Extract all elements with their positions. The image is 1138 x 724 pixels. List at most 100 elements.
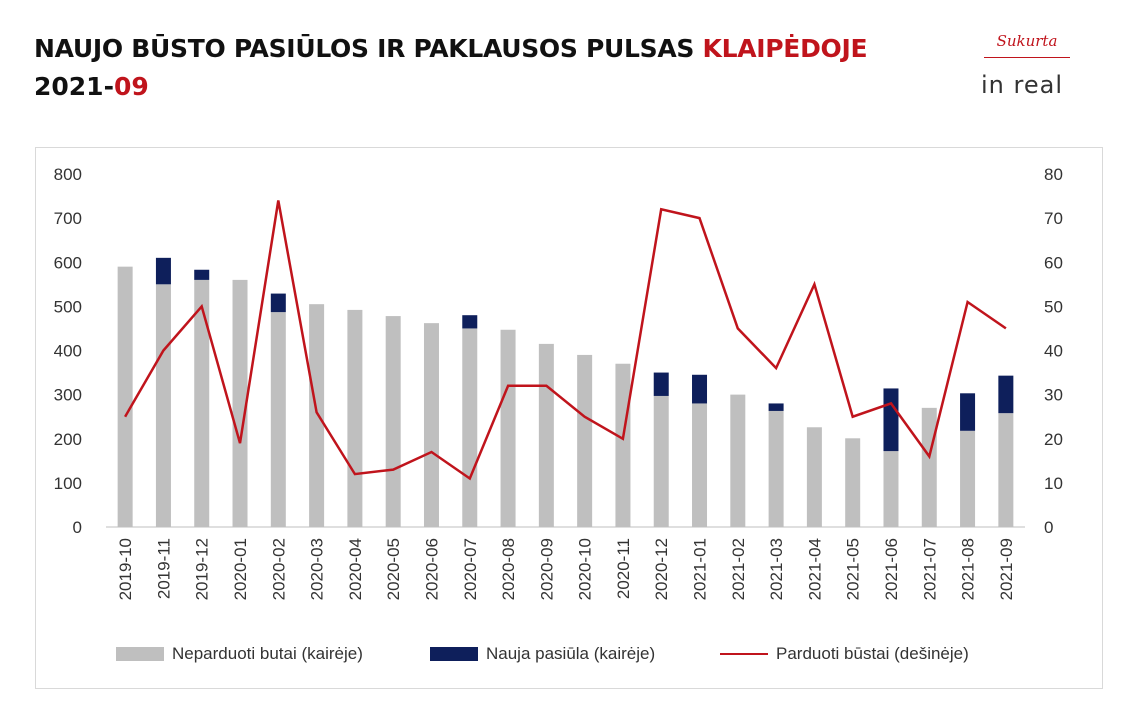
y-right-tick: 60 — [1044, 253, 1063, 272]
title-main: NAUJO BŪSTO PASIŪLOS IR PAKLAUSOS PULSAS — [34, 34, 703, 63]
y-right-tick: 50 — [1044, 297, 1063, 316]
chart-title: NAUJO BŪSTO PASIŪLOS IR PAKLAUSOS PULSAS… — [34, 32, 868, 66]
x-tick-label: 2021-08 — [959, 538, 978, 600]
period-year: 2021- — [34, 72, 114, 101]
x-axis-ticks: 2019-10 2019-11 2019-12 2020-01 2020-02 2020-… — [116, 538, 1016, 600]
x-tick-label: 2020-05 — [384, 538, 403, 600]
y-left-tick: 700 — [54, 209, 82, 228]
y-right-tick: 40 — [1044, 342, 1063, 361]
x-tick-label: 2021-04 — [805, 538, 824, 600]
y-left-tick: 800 — [54, 165, 82, 184]
y-left-tick: 0 — [73, 518, 82, 537]
y-right-tick: 70 — [1044, 209, 1063, 228]
bar-unsold-2021-07 — [921, 407, 937, 527]
bar-unsold-2021-04 — [806, 427, 822, 527]
x-tick-label: 2019-11 — [154, 538, 173, 599]
bar-unsold-2020-04 — [347, 309, 363, 527]
y-right-tick: 20 — [1044, 430, 1063, 449]
x-tick-label: 2021-05 — [844, 538, 863, 600]
y-left-tick: 500 — [54, 297, 82, 316]
bar-unsold-2020-11 — [615, 363, 631, 527]
bar-new-supply-2021-06 — [883, 388, 899, 452]
legend-item-sold: Parduoti būstai (dešinėje) — [720, 640, 969, 668]
legend-label-unsold: Neparduoti butai (kairėje) — [172, 644, 363, 663]
y-left-tick: 200 — [54, 430, 82, 449]
x-tick-label: 2020-02 — [269, 538, 288, 600]
y-left-tick: 400 — [54, 342, 82, 361]
sold-line-group — [124, 200, 1007, 481]
bar-unsold-2020-12 — [653, 395, 669, 527]
y-right-tick: 30 — [1044, 386, 1063, 405]
bar-unsold-2020-09 — [538, 343, 554, 527]
bar-unsold-2021-05 — [845, 438, 861, 527]
x-tick-label: 2021-03 — [767, 538, 786, 600]
x-tick-label: 2021-02 — [729, 538, 748, 600]
bar-unsold-2020-10 — [577, 354, 593, 527]
legend-swatch-sold — [720, 653, 768, 655]
bar-unsold-2021-01 — [692, 403, 708, 527]
y-right-tick: 10 — [1044, 474, 1063, 493]
bar-new-supply-2021-03 — [768, 403, 784, 411]
right-axis-ticks: 0 10 20 30 40 50 60 70 80 — [1044, 165, 1063, 537]
x-tick-label: 2020-03 — [308, 538, 327, 600]
x-tick-label: 2020-11 — [614, 538, 633, 599]
bar-unsold-2021-02 — [730, 394, 746, 527]
legend-label-new-supply: Nauja pasiūla (kairėje) — [486, 644, 656, 663]
bar-unsold-2019-11 — [155, 284, 171, 527]
bar-unsold-2019-10 — [117, 266, 133, 527]
bar-unsold-2020-03 — [309, 304, 325, 527]
bar-unsold-2020-06 — [423, 323, 439, 527]
bar-new-supply-2020-07 — [462, 315, 478, 329]
bar-unsold-2019-12 — [194, 279, 210, 527]
legend-item-new-supply: Nauja pasiūla (kairėje) — [430, 640, 655, 668]
logo-divider — [984, 57, 1070, 58]
x-tick-label: 2019-12 — [193, 538, 212, 600]
x-tick-label: 2020-01 — [231, 538, 250, 600]
y-left-tick: 600 — [54, 253, 82, 272]
legend-item-unsold: Neparduoti butai (kairėje) — [116, 640, 363, 668]
bar-unsold-2020-08 — [500, 329, 516, 527]
x-tick-label: 2019-10 — [116, 538, 135, 600]
series-line-sold — [124, 200, 1007, 481]
bar-unsold-2021-09 — [998, 413, 1014, 527]
x-tick-label: 2020-12 — [652, 538, 671, 600]
logo-tagline: Sukurta — [996, 32, 1058, 50]
bar-unsold-2021-03 — [768, 410, 784, 527]
period-month: 09 — [113, 72, 149, 101]
left-axis-ticks: 0 100 200 300 400 500 600 700 800 — [54, 165, 82, 537]
x-tick-label: 2021-01 — [691, 538, 710, 600]
x-tick-label: 2020-06 — [422, 538, 441, 600]
bar-unsold-2021-06 — [883, 451, 899, 527]
y-right-tick: 0 — [1044, 518, 1053, 537]
x-tick-label: 2020-08 — [499, 538, 518, 600]
legend-label-sold: Parduoti būstai (dešinėje) — [776, 644, 969, 663]
bar-unsold-2020-02 — [270, 312, 286, 527]
bar-new-supply-2020-12 — [653, 372, 669, 396]
bar-new-supply-2019-11 — [155, 257, 171, 285]
x-tick-label: 2020-10 — [576, 538, 595, 600]
x-tick-label: 2021-09 — [997, 538, 1016, 600]
y-right-tick: 80 — [1044, 165, 1063, 184]
y-left-tick: 300 — [54, 386, 82, 405]
bar-unsold-2021-08 — [960, 430, 976, 527]
bar-new-supply-2021-09 — [998, 375, 1014, 414]
x-tick-label: 2020-09 — [537, 538, 556, 600]
bar-new-supply-2020-02 — [270, 293, 286, 313]
bars-group — [117, 257, 1014, 527]
x-tick-label: 2021-06 — [882, 538, 901, 600]
legend-swatch-unsold — [116, 647, 164, 661]
y-left-tick: 100 — [54, 474, 82, 493]
x-tick-label: 2021-07 — [920, 538, 939, 600]
legend-swatch-new-supply — [430, 647, 478, 661]
bar-unsold-2020-05 — [385, 316, 401, 527]
bar-unsold-2020-01 — [232, 279, 248, 527]
title-city: KLAIPĖDOJE — [702, 34, 868, 63]
logo-wordmark: in real — [981, 71, 1063, 99]
bar-new-supply-2019-12 — [194, 269, 210, 280]
chart-period: 2021-09 — [34, 70, 149, 104]
x-tick-label: 2020-07 — [461, 538, 480, 600]
bar-new-supply-2021-08 — [960, 393, 976, 431]
x-tick-label: 2020-04 — [346, 538, 365, 600]
bar-unsold-2020-07 — [462, 328, 478, 527]
